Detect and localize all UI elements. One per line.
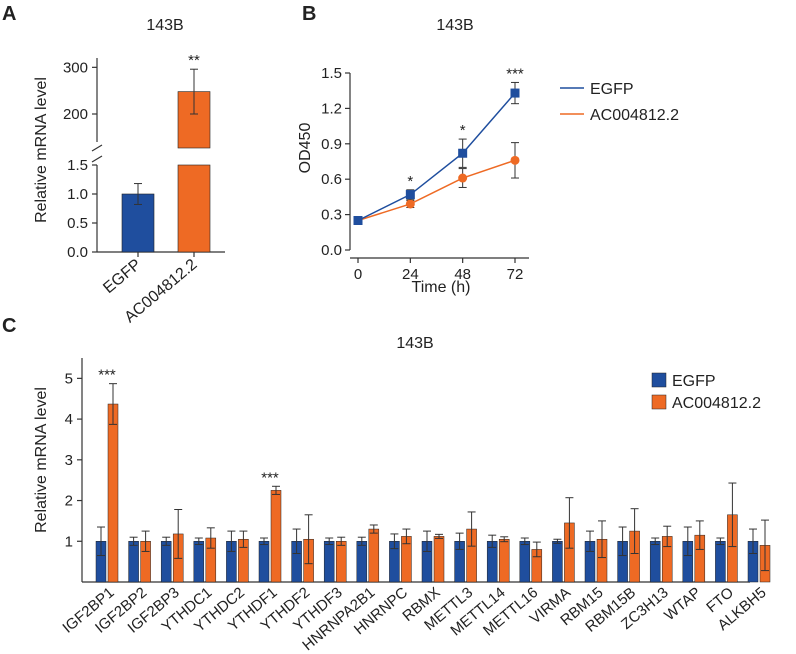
legend-swatch <box>651 372 667 388</box>
significance-label: *** <box>261 469 279 486</box>
data-point-ac <box>405 199 415 209</box>
significance-label: *** <box>506 65 524 82</box>
bar-egfp <box>649 541 661 583</box>
y-tick-label: 1.5 <box>67 157 88 174</box>
chart-panel-a: 143B Relative mRNA level 0.0 0.5 1.0 1.5 200… <box>33 17 225 326</box>
y-tick-label: 0.0 <box>67 244 88 261</box>
bar-egfp <box>519 541 531 583</box>
x-tick-label: 48 <box>454 266 471 283</box>
bar-egfp <box>128 541 139 583</box>
data-point-ac <box>510 155 520 165</box>
bar-ac <box>335 541 347 583</box>
y-tick-label: 0.6 <box>321 171 342 188</box>
axis-break-mark <box>91 144 103 152</box>
axis-break-mark <box>91 155 103 163</box>
y-tick-label: 1.0 <box>67 186 88 203</box>
y-tick-label: 5 <box>65 370 73 387</box>
bar-egfp <box>356 541 368 583</box>
data-point-ac <box>458 173 468 183</box>
chart-panel-b: 143B OD450 Time (h) 0.0 0.3 0.6 0.9 1.2 1.5 0 2… <box>297 17 679 296</box>
y-tick-label: 0.0 <box>321 242 342 259</box>
y-tick-label: 0.9 <box>321 136 342 153</box>
legend-label: EGFP <box>590 81 634 98</box>
bar-egfp <box>193 541 205 583</box>
bar-ac <box>433 536 445 583</box>
chart-b-title: 143B <box>436 17 473 34</box>
bar-ac <box>498 538 510 583</box>
bar-ac <box>107 403 119 583</box>
bar-ac <box>270 490 282 583</box>
x-tick-label: 0 <box>354 266 362 283</box>
significance-label: * <box>407 173 413 190</box>
significance-label: * <box>460 122 466 139</box>
chart-c-ylabel: Relative mRNA level <box>33 387 50 533</box>
chart-b-xlabel: Time (h) <box>412 279 471 296</box>
x-tick-label: EGFP <box>100 256 144 297</box>
panel-label-b: B <box>302 3 316 25</box>
y-tick-label: 2 <box>65 493 73 510</box>
bar-ac-lower <box>177 164 211 253</box>
y-tick-label: 0.3 <box>321 207 342 224</box>
data-point-egfp <box>353 216 363 225</box>
x-tick-label: 72 <box>507 266 524 283</box>
series-line-egfp <box>357 92 516 222</box>
bar-egfp <box>323 541 335 583</box>
legend-swatch <box>651 394 667 410</box>
panel-label-a: A <box>2 3 16 25</box>
y-tick-label: 1 <box>65 533 73 550</box>
data-point-egfp <box>510 88 520 98</box>
legend-label: EGFP <box>672 373 716 390</box>
x-tick-label: 24 <box>402 266 419 283</box>
bar-egfp <box>552 541 563 583</box>
panel-label-c: C <box>2 315 16 337</box>
series-line-ac <box>357 159 516 222</box>
data-point-egfp <box>405 190 415 200</box>
bar-egfp <box>160 541 172 583</box>
data-point-egfp <box>458 148 468 158</box>
y-tick-label: 300 <box>63 59 88 76</box>
y-tick-label: 1.5 <box>321 65 342 82</box>
legend-label: AC004812.2 <box>672 395 761 412</box>
significance-label: ** <box>188 52 200 69</box>
y-tick-label: 0.5 <box>67 215 88 232</box>
x-tick-label: WTAP <box>661 584 704 624</box>
significance-label: *** <box>98 367 116 384</box>
bar-ac <box>368 528 380 583</box>
y-tick-label: 3 <box>65 452 73 469</box>
chart-c-title: 143B <box>396 335 433 352</box>
y-tick-label: 1.2 <box>321 100 342 117</box>
bar-egfp <box>258 541 270 583</box>
legend-label: AC004812.2 <box>590 107 679 124</box>
y-tick-label: 200 <box>63 106 88 123</box>
chart-b-ylabel: OD450 <box>297 123 314 174</box>
chart-a-title: 143B <box>146 17 183 34</box>
bar-egfp <box>715 541 726 583</box>
y-tick-label: 4 <box>65 411 73 428</box>
chart-a-ylabel: Relative mRNA level <box>33 77 50 223</box>
